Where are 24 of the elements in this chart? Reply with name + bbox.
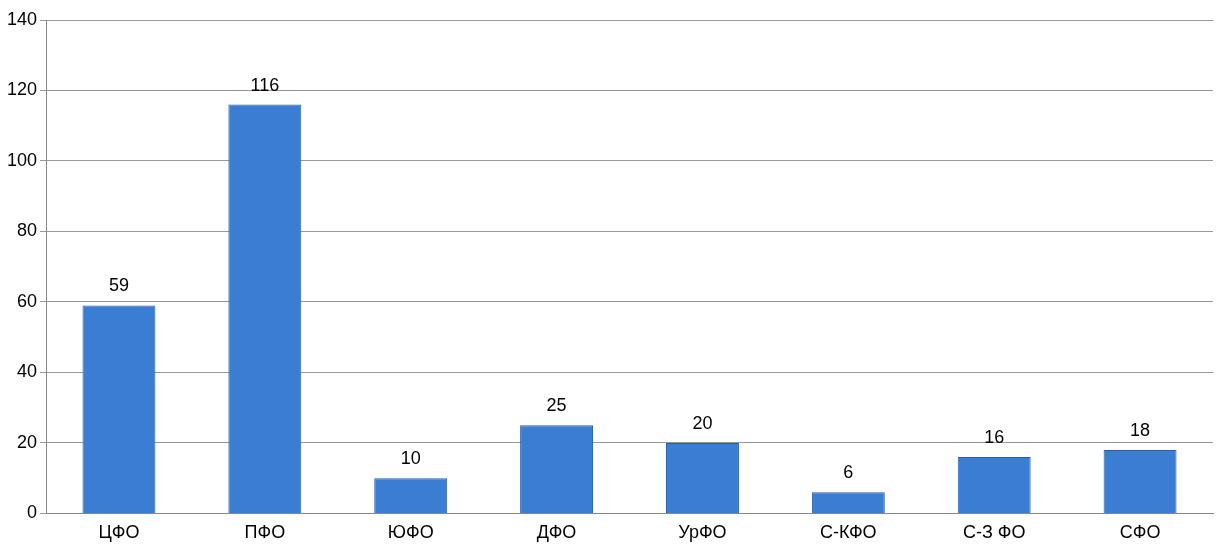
- x-tick-label: УрФО: [678, 522, 727, 543]
- y-tick-label: 0: [27, 502, 38, 523]
- x-tick-label: ЮФО: [387, 522, 434, 543]
- x-tick-label: С-З ФО: [962, 522, 1026, 543]
- data-label: 10: [400, 448, 421, 469]
- x-tick-label: ПФО: [244, 522, 286, 543]
- y-tick-label: 100: [6, 149, 38, 170]
- data-label: 16: [984, 426, 1005, 447]
- x-tick-label: С-КФО: [820, 522, 877, 543]
- y-tick-label: 60: [17, 290, 38, 311]
- x-tick-label: ЦФО: [98, 522, 140, 543]
- data-label: 116: [250, 74, 280, 95]
- y-tick-label: 140: [6, 8, 38, 29]
- data-label: 59: [108, 275, 129, 296]
- y-tick-label: 20: [17, 431, 38, 452]
- y-tick-label: 40: [17, 361, 38, 382]
- x-tick-label: СФО: [1119, 522, 1161, 543]
- data-label: 6: [843, 462, 854, 483]
- data-label: 18: [1130, 419, 1151, 440]
- y-tick-label: 120: [6, 79, 38, 100]
- y-tick-label: 80: [17, 220, 38, 241]
- data-label: 20: [692, 412, 713, 433]
- data-label: 25: [546, 395, 567, 416]
- x-tick-label: ДФО: [536, 522, 577, 543]
